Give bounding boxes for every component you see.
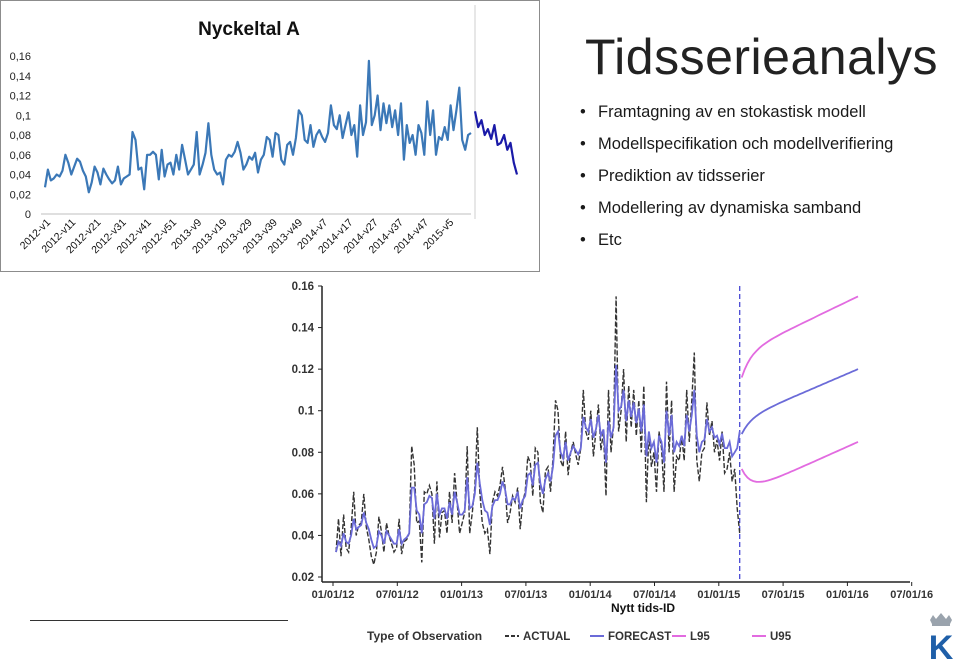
x-tick-label: 07/01/15 [762, 589, 805, 601]
y-tick-label: 0.08 [292, 447, 315, 459]
nyckeltal-chart: Nyckeltal A 0,16 0,14 0,12 0,1 0,08 0,06 0,04 0… [0, 0, 540, 272]
forecast-chart: 0.16 0.14 0.12 0.1 0.08 0.06 0.04 0.02 01/01/12… [0, 278, 960, 665]
bullet-item: Framtagning av en stokastisk modell [580, 96, 893, 128]
legend-label: U95 [770, 631, 792, 643]
legend-label: ACTUAL [523, 631, 570, 643]
y-tick-label: 0.14 [292, 323, 315, 335]
y-tick-label: 0,06 [10, 150, 31, 162]
forecast-fitted-line [335, 364, 741, 553]
forecast-projection [740, 368, 859, 435]
logo: K [929, 613, 954, 662]
crown-icon [930, 613, 952, 626]
y-tick-label: 0.06 [292, 489, 314, 501]
legend-title: Type of Observation [367, 629, 482, 643]
x-tick-label: 01/01/12 [312, 589, 355, 601]
y-tick-label: 0,12 [10, 91, 31, 103]
bullet-item: Etc [580, 224, 893, 256]
forecast-chart-svg: 0.16 0.14 0.12 0.1 0.08 0.06 0.04 0.02 01/01/12… [292, 281, 934, 643]
divider-line [30, 620, 288, 621]
x-tick-label: 01/01/15 [697, 589, 740, 601]
series-line-continued [473, 111, 519, 175]
x-tick-label: 01/01/13 [440, 589, 483, 601]
bullet-item: Modellspecifikation och modellverifierin… [580, 128, 893, 160]
y-tick-label: 0.1 [298, 406, 315, 418]
y-tick-label: 0.12 [292, 364, 314, 376]
forecast-band-lower [740, 441, 859, 483]
slide-title: Tidsserieanalys [585, 29, 939, 85]
y-tick-label: 0,1 [16, 110, 31, 122]
x-tick-label: 07/01/12 [376, 589, 419, 601]
bullet-list: Framtagning av en stokastisk modell Mode… [580, 96, 893, 256]
y-tick-label: 0,04 [10, 170, 31, 182]
logo-letter: K [929, 629, 954, 662]
y-tick-label: 0,16 [10, 51, 31, 63]
y-tick-label: 0.16 [292, 281, 314, 293]
x-axis-label: Nytt tids-ID [611, 601, 675, 615]
legend-label: L95 [690, 631, 710, 643]
x-tick-label: 07/01/13 [504, 589, 547, 601]
y-tick-label: 0,08 [10, 130, 31, 142]
y-tick-label: 0.02 [292, 572, 314, 584]
forecast-band-upper [740, 295, 859, 378]
y-tick-label: 0.04 [292, 530, 315, 542]
x-tick-label: 01/01/14 [569, 589, 613, 601]
series-line [43, 59, 472, 194]
y-tick-label: 0 [25, 209, 31, 221]
nyckeltal-chart-svg: Nyckeltal A 0,16 0,14 0,12 0,1 0,08 0,06 0,04 0… [10, 5, 519, 256]
actual-line [335, 296, 741, 565]
legend: Type of Observation ACTUAL FORECAST L95 U95 [367, 629, 792, 643]
x-tick-label: 07/01/14 [633, 589, 677, 601]
bullet-item: Prediktion av tidsserier [580, 160, 893, 192]
y-tick-label: 0,02 [10, 189, 31, 201]
x-tick-label: 01/01/16 [826, 589, 869, 601]
legend-label: FORECAST [608, 631, 671, 643]
bullet-item: Modellering av dynamiska samband [580, 192, 893, 224]
x-tick-label: 07/01/16 [890, 589, 933, 601]
chart-title: Nyckeltal A [198, 19, 300, 40]
y-tick-label: 0,14 [10, 71, 31, 83]
